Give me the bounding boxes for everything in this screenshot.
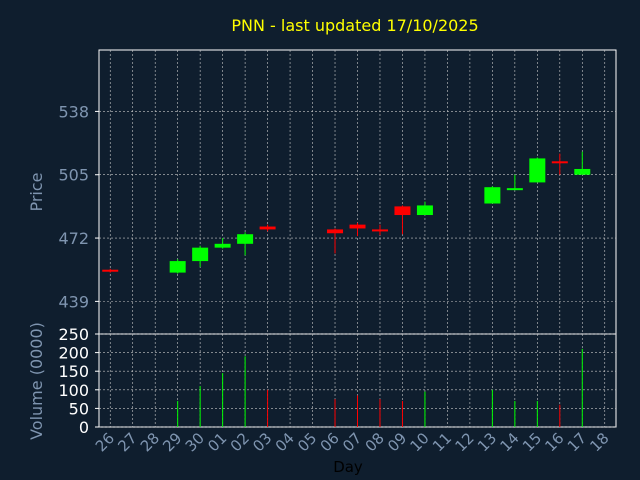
candle-30 [192, 245, 209, 267]
candle-body [394, 206, 411, 216]
candlestick-series [102, 151, 591, 274]
candle-body [237, 234, 254, 244]
candle-body [484, 187, 501, 204]
candle-02 [237, 232, 254, 256]
grid-lines [99, 50, 616, 428]
candle-body [574, 168, 591, 175]
price-axis-ticks: 439 472 505 538 [58, 102, 99, 311]
candle-13 [484, 186, 501, 204]
candle-body [551, 161, 568, 164]
candle-body [327, 229, 344, 234]
candle-body [102, 269, 119, 272]
candle-29 [169, 259, 186, 274]
candle-26 [102, 268, 119, 273]
candle-06 [327, 228, 344, 254]
chart-title: PNN - last updated 17/10/2025 [231, 16, 478, 35]
x-axis-ticks: 2627282930010203040506070809101112131415… [92, 429, 613, 455]
candle-body [529, 158, 546, 183]
price-tick-label: 439 [58, 292, 89, 311]
candle-01 [214, 238, 231, 249]
candle-08 [371, 224, 388, 236]
candle-body [214, 243, 231, 248]
volume-tick-label: 100 [58, 381, 89, 400]
volume-tick-label: 50 [69, 399, 89, 418]
candle-body [506, 188, 523, 191]
candle-15 [529, 157, 546, 183]
volume-axis-label: Volume (0000) [27, 322, 46, 440]
candle-body [349, 224, 366, 229]
x-tick-label: 18 [586, 429, 612, 455]
price-tick-label: 505 [58, 166, 89, 185]
volume-tick-label: 0 [79, 418, 89, 437]
candle-14 [506, 174, 523, 191]
price-tick-label: 472 [58, 229, 89, 248]
volume-tick-label: 250 [58, 325, 89, 344]
x-axis-label: Day [333, 458, 363, 476]
volume-tick-label: 150 [58, 362, 89, 381]
volume-series [177, 348, 583, 427]
candle-03 [259, 224, 276, 232]
candle-body [169, 261, 186, 273]
candle-body [192, 247, 209, 262]
candle-09 [394, 205, 411, 235]
candle-07 [349, 222, 366, 237]
price-axis-label: Price [27, 172, 46, 211]
candle-body [371, 229, 388, 232]
volume-tick-label: 200 [58, 344, 89, 363]
candle-17 [574, 151, 591, 175]
candle-body [259, 226, 276, 230]
candle-body [416, 205, 433, 216]
candle-10 [416, 201, 433, 216]
price-tick-label: 538 [58, 102, 89, 121]
candle-16 [551, 153, 568, 175]
